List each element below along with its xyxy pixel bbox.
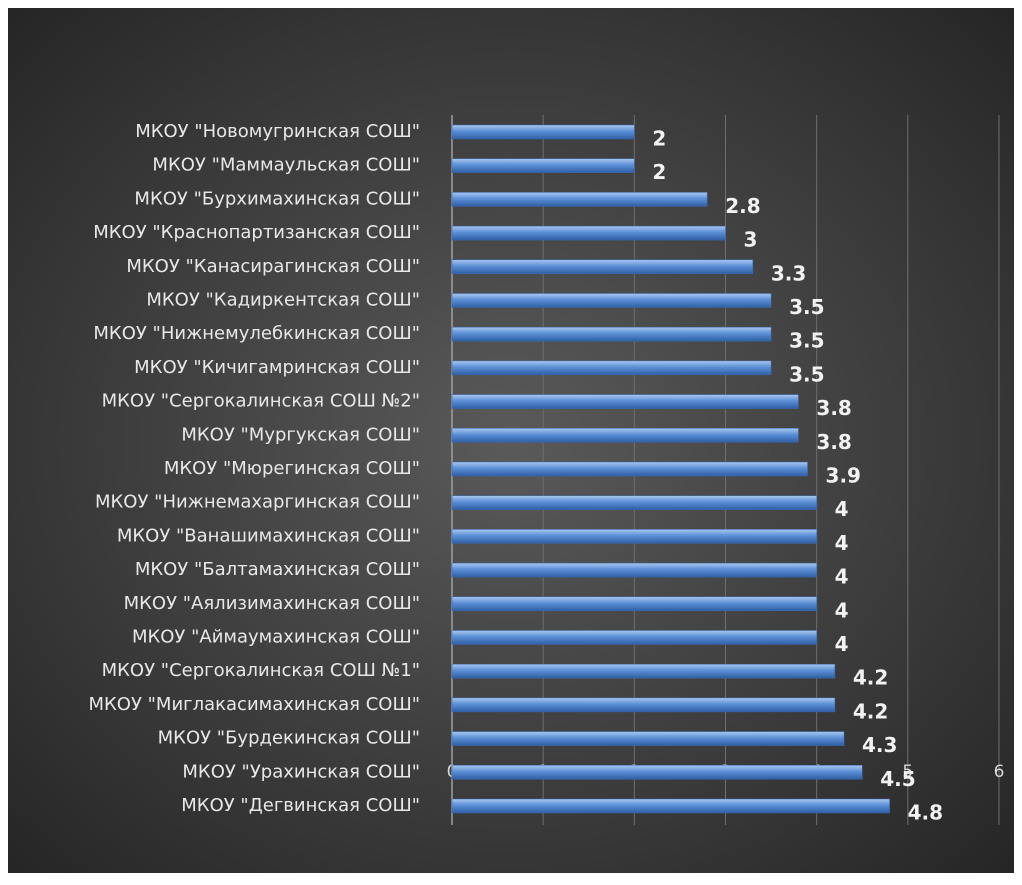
bar: [451, 124, 635, 140]
y-tick-label: МКОУ "Мюрегинская СОШ": [164, 458, 420, 479]
bar: [451, 428, 799, 443]
data-label: 3.9: [826, 464, 861, 488]
bar: [451, 225, 726, 241]
y-tick-label: МКОУ "Урахинская СОШ": [182, 761, 420, 782]
data-label: 4: [835, 632, 849, 656]
data-label: 3.8: [816, 396, 851, 420]
data-label: 4.8: [908, 801, 943, 825]
y-tick-label: МКОУ "Кичигамринская СОШ": [134, 357, 420, 378]
y-tick-label: МКОУ "Нижнемулебкинская СОШ": [93, 323, 420, 344]
bar: [451, 663, 836, 679]
bar: [451, 731, 845, 746]
y-tick-label: МКОУ "Канасирагинская СОШ": [126, 256, 420, 277]
y-tick-label: МКОУ "Сергокалинская СОШ №2": [102, 391, 420, 412]
data-label: 2: [652, 127, 666, 151]
data-label: 3.8: [816, 430, 851, 454]
bar: [451, 192, 708, 207]
data-label: 4: [835, 598, 849, 622]
data-label: 4: [835, 497, 849, 521]
data-label: 3.5: [789, 329, 824, 353]
bar: [451, 158, 635, 173]
bar: [451, 596, 817, 612]
bar: [451, 529, 817, 544]
y-tick-label: МКОУ "Аялизимахинская СОШ": [124, 593, 420, 614]
y-tick-label: МКОУ "Маммаульская СОШ": [152, 155, 420, 176]
data-label: 3: [744, 228, 758, 252]
y-tick-label: МКОУ "Мургукская СОШ": [181, 424, 420, 445]
y-tick-label: МКОУ "Сергокалинская СОШ №1": [102, 660, 420, 681]
bar: [451, 461, 808, 477]
bar: [451, 765, 863, 780]
y-tick-label: МКОУ "Ванашимахинская СОШ": [117, 525, 420, 546]
bar: [451, 697, 836, 713]
data-label: 2.8: [725, 194, 760, 218]
data-label: 4.3: [862, 733, 897, 757]
bar: [451, 630, 817, 645]
y-tick-label: МКОУ "Бурдекинская СОШ": [158, 728, 420, 749]
bar: [451, 293, 772, 308]
bar: [451, 259, 754, 275]
bar: [451, 360, 772, 376]
y-tick-label: МКОУ "Кадиркентская СОШ": [146, 290, 420, 311]
data-label: 4: [835, 531, 849, 555]
data-label: 4: [835, 565, 849, 589]
data-label: 3.3: [771, 261, 806, 285]
data-label: 4.2: [853, 699, 888, 723]
y-tick-label: МКОУ "Краснопартизанская СОШ": [93, 222, 420, 243]
data-label: 4.5: [880, 767, 915, 791]
bar: [451, 798, 890, 814]
y-tick-label: МКОУ "Нижнемахаргинская СОШ": [95, 492, 420, 513]
bar: [451, 326, 772, 342]
y-tick-label: МКОУ "Аймаумахинская СОШ": [132, 627, 420, 648]
data-label: 3.5: [789, 362, 824, 386]
data-label: 3.5: [789, 295, 824, 319]
bar: [451, 562, 817, 578]
data-label: 2: [652, 160, 666, 184]
bar: [451, 394, 799, 409]
y-tick-label: МКОУ "Дегвинская СОШ": [181, 795, 420, 816]
y-tick-label: МКОУ "Миглакасимахинская СОШ": [88, 694, 420, 715]
y-tick-label: МКОУ "Балтамахинская СОШ": [135, 559, 420, 580]
x-tick-label: 6: [994, 762, 1005, 782]
x-tick-label: 5: [902, 762, 913, 782]
data-label: 4.2: [853, 666, 888, 690]
y-tick-label: МКОУ "Бурхимахинская СОШ": [134, 188, 420, 209]
y-tick-label: МКОУ "Новомугринская СОШ": [135, 121, 420, 142]
bar: [451, 495, 817, 510]
